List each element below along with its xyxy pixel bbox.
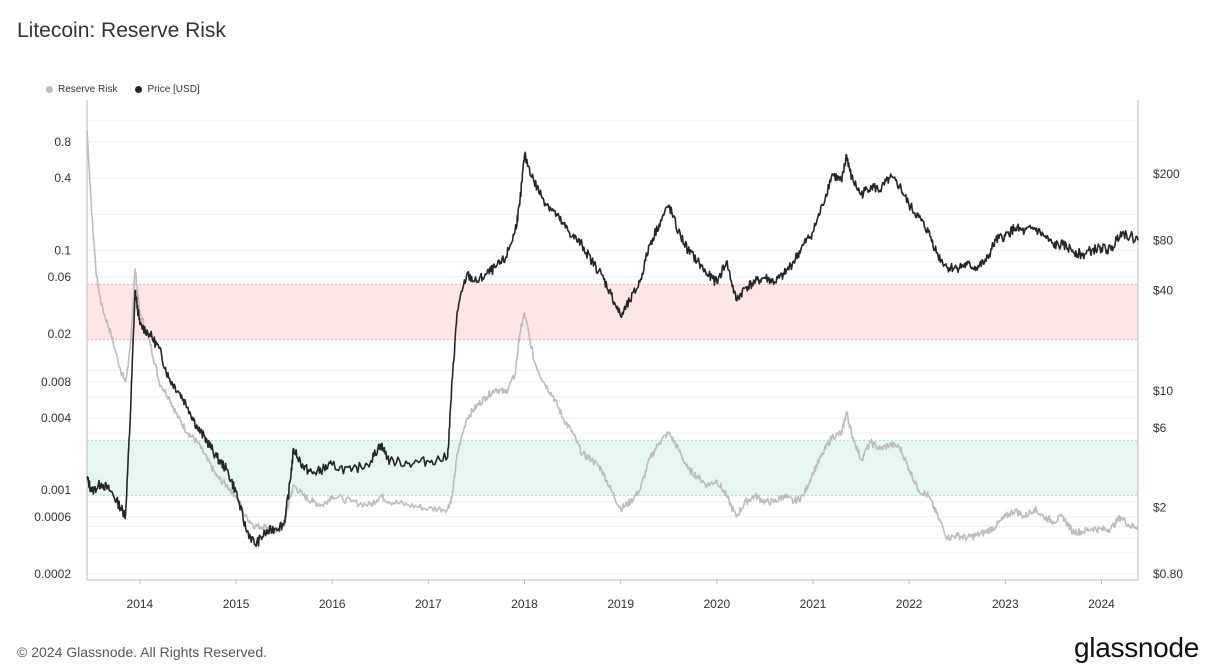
y-left-tick-label: 0.008 xyxy=(41,375,71,389)
y-left-tick-label: 0.4 xyxy=(54,171,71,185)
y-right-tick-label: $40 xyxy=(1153,284,1173,298)
page-title: Litecoin: Reserve Risk xyxy=(17,19,226,42)
y-left-tick-label: 0.02 xyxy=(48,327,72,341)
reserve-risk-swatch xyxy=(46,86,53,93)
y-right-tick-label: $10 xyxy=(1153,384,1173,398)
y-left-tick-label: 0.001 xyxy=(41,483,71,497)
y-right-tick-label: $2 xyxy=(1153,501,1167,515)
price-line xyxy=(86,151,1139,548)
legend: Reserve Risk Price [USD] xyxy=(46,84,200,95)
x-tick-label: 2021 xyxy=(800,597,827,611)
x-tick-label: 2023 xyxy=(992,597,1019,611)
y-right-tick-label: $80 xyxy=(1153,233,1173,247)
x-tick-label: 2018 xyxy=(511,597,538,611)
price-swatch xyxy=(135,86,143,93)
y-left-tick-label: 0.004 xyxy=(41,411,71,425)
x-tick-label: 2024 xyxy=(1088,597,1115,611)
y-left-tick-label: 0.1 xyxy=(54,243,71,257)
legend-item-reserve-risk[interactable]: Reserve Risk xyxy=(46,84,117,95)
legend-label-reserve-risk: Reserve Risk xyxy=(58,84,118,95)
y-right-tick-label: $0.80 xyxy=(1153,567,1183,581)
x-tick-label: 2016 xyxy=(319,597,346,611)
reserve-risk-line xyxy=(86,130,1139,542)
copyright-footer: © 2024 Glassnode. All Rights Reserved. xyxy=(17,644,268,660)
x-tick-label: 2014 xyxy=(127,597,154,611)
x-tick-label: 2015 xyxy=(223,597,250,611)
band-green xyxy=(87,440,1138,496)
y-left-tick-label: 0.0006 xyxy=(34,510,71,524)
brand-logo: glassnode xyxy=(1074,632,1199,663)
y-left-tick-label: 0.06 xyxy=(48,270,72,284)
legend-label-price: Price [USD] xyxy=(147,84,200,95)
y-left-tick-label: 0.8 xyxy=(54,135,71,149)
y-left-tick-label: 0.0002 xyxy=(34,567,71,581)
y-right-tick-label: $200 xyxy=(1153,167,1180,181)
x-tick-label: 2019 xyxy=(607,597,634,611)
x-tick-label: 2022 xyxy=(896,597,923,611)
x-tick-label: 2017 xyxy=(415,597,442,611)
legend-item-price[interactable]: Price [USD] xyxy=(135,84,200,95)
y-right-tick-label: $6 xyxy=(1153,421,1167,435)
x-tick-label: 2020 xyxy=(703,597,730,611)
